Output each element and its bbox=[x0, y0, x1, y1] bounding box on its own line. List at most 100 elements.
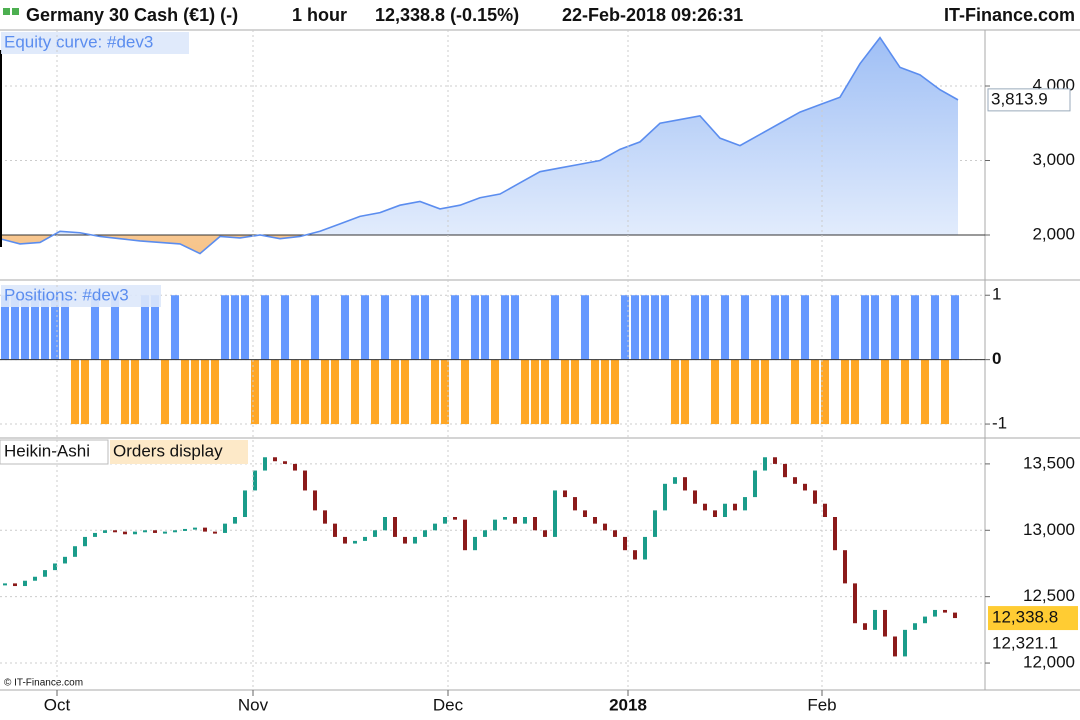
position-bar bbox=[91, 295, 99, 360]
candle bbox=[703, 503, 707, 511]
candle bbox=[293, 463, 297, 471]
position-bar bbox=[831, 295, 839, 360]
position-bar bbox=[431, 359, 439, 425]
position-bar bbox=[761, 359, 769, 425]
position-bar bbox=[401, 359, 409, 425]
period: 1 hour bbox=[292, 5, 347, 25]
position-bar bbox=[481, 295, 489, 360]
position-bar bbox=[811, 359, 819, 425]
position-bar bbox=[491, 359, 499, 425]
candle bbox=[853, 583, 857, 624]
candle bbox=[443, 517, 447, 524]
candle bbox=[713, 510, 717, 518]
candle bbox=[793, 477, 797, 484]
candle bbox=[123, 531, 127, 535]
candle bbox=[163, 531, 167, 534]
position-bar bbox=[151, 295, 159, 360]
candle bbox=[923, 616, 927, 624]
candle bbox=[3, 583, 7, 586]
candle bbox=[203, 527, 207, 532]
candle bbox=[43, 570, 47, 577]
title-box bbox=[1, 32, 189, 54]
x-tick-label: Nov bbox=[238, 695, 269, 714]
position-bar bbox=[681, 359, 689, 425]
y-tick-label: 13,500 bbox=[1023, 453, 1075, 472]
position-bar bbox=[381, 295, 389, 360]
candle bbox=[13, 583, 17, 587]
position-bar bbox=[141, 295, 149, 360]
position-bar bbox=[871, 295, 879, 360]
position-bar bbox=[121, 359, 129, 425]
candle bbox=[333, 523, 337, 537]
icon[interactable] bbox=[3, 8, 10, 15]
candle bbox=[623, 536, 627, 551]
position-bar bbox=[931, 295, 939, 360]
position-bar bbox=[81, 359, 89, 425]
position-bar bbox=[341, 295, 349, 360]
y-tick-label: 2,000 bbox=[1032, 224, 1075, 243]
candle bbox=[363, 536, 367, 541]
y-tick-label: 0 bbox=[992, 349, 1001, 368]
position-bar bbox=[901, 359, 909, 425]
candle bbox=[863, 623, 867, 630]
position-bar bbox=[891, 295, 899, 360]
position-bar bbox=[281, 295, 289, 360]
position-bar bbox=[361, 295, 369, 360]
candle bbox=[953, 612, 957, 619]
candle bbox=[833, 517, 837, 551]
position-bar bbox=[551, 295, 559, 360]
candle bbox=[473, 536, 477, 551]
price-label: 3,813.9 bbox=[991, 89, 1048, 108]
candle bbox=[633, 550, 637, 560]
y-tick-label: 12,000 bbox=[1023, 653, 1075, 672]
candle bbox=[593, 517, 597, 524]
equity-line bbox=[0, 36, 959, 255]
overlay-box bbox=[110, 440, 248, 464]
position-bar bbox=[1, 295, 9, 360]
position-bar bbox=[671, 359, 679, 425]
candle bbox=[453, 517, 457, 520]
position-bar bbox=[161, 359, 169, 425]
candle bbox=[753, 470, 757, 498]
candle bbox=[283, 461, 287, 464]
position-bar bbox=[501, 295, 509, 360]
candle bbox=[493, 519, 497, 531]
position-bar bbox=[631, 295, 639, 360]
candle bbox=[313, 490, 317, 511]
candle bbox=[803, 483, 807, 491]
candle bbox=[243, 490, 247, 518]
candle bbox=[83, 536, 87, 547]
title-box bbox=[1, 285, 161, 307]
position-bar bbox=[601, 359, 609, 425]
candle bbox=[253, 470, 257, 491]
candle bbox=[23, 580, 27, 587]
position-bar bbox=[711, 359, 719, 425]
brand: IT-Finance.com bbox=[944, 5, 1075, 25]
position-bar bbox=[541, 359, 549, 425]
position-bar bbox=[691, 295, 699, 360]
candle bbox=[403, 536, 407, 544]
candle bbox=[373, 530, 377, 537]
candle bbox=[343, 536, 347, 544]
candle bbox=[423, 530, 427, 537]
y-tick-label: 3,000 bbox=[1032, 150, 1075, 169]
candle bbox=[763, 457, 767, 471]
quote: 12,338.8 (-0.15%) bbox=[375, 5, 519, 25]
icon[interactable] bbox=[12, 8, 19, 15]
position-bar bbox=[301, 359, 309, 425]
position-bar bbox=[261, 295, 269, 360]
datetime: 22-Feb-2018 09:26:31 bbox=[562, 5, 743, 25]
candle bbox=[483, 530, 487, 537]
candle bbox=[783, 463, 787, 478]
position-bar bbox=[651, 295, 659, 360]
candle bbox=[653, 510, 657, 537]
candle bbox=[823, 503, 827, 518]
candle bbox=[513, 517, 517, 524]
candle bbox=[143, 530, 147, 533]
candle bbox=[173, 530, 177, 533]
candle bbox=[223, 523, 227, 533]
position-bar bbox=[291, 359, 299, 425]
candle bbox=[583, 510, 587, 518]
position-bar bbox=[941, 359, 949, 425]
